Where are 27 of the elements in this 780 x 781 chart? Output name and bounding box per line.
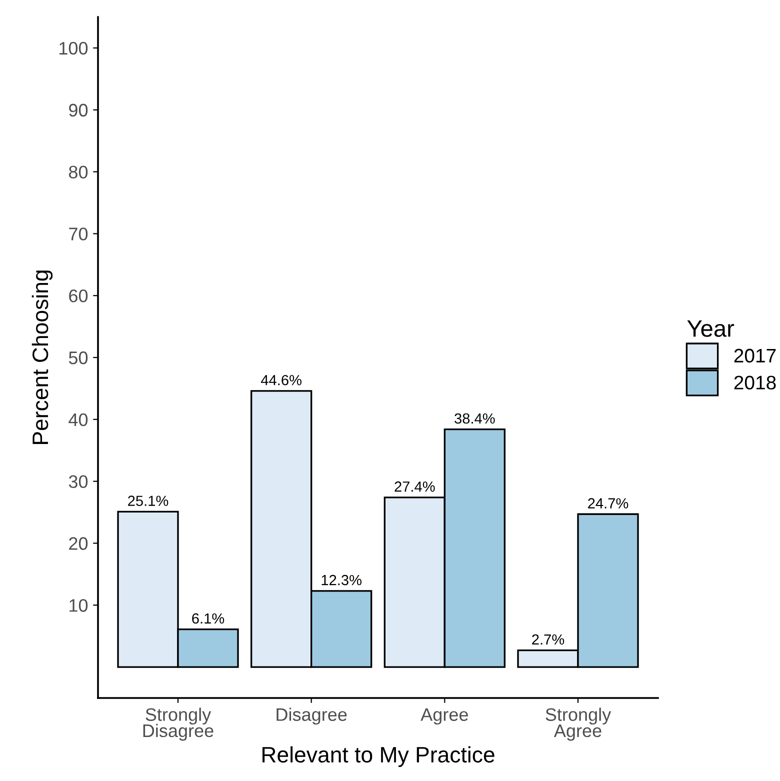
y-tick-label: 100 xyxy=(60,42,88,55)
x-tick-label: Strongly Disagree xyxy=(143,708,214,741)
y-tick-label: 30 xyxy=(68,475,88,488)
y-tick-label: 20 xyxy=(69,537,88,550)
y-tick-label: 90 xyxy=(69,104,88,117)
y-axis-title: Percent Choosing xyxy=(32,270,53,444)
y-tick-label: 50 xyxy=(68,351,88,364)
x-tick-label: Agree xyxy=(420,708,468,725)
data-label: 38.4% xyxy=(454,413,495,424)
y-tick-label: 60 xyxy=(69,290,88,302)
y-tick-label: 10 xyxy=(70,599,88,612)
y-tick-label: 40 xyxy=(68,413,88,426)
x-tick-label: Strongly Agree xyxy=(546,708,612,741)
data-label: 2.7% xyxy=(532,634,564,645)
data-label: 27.4% xyxy=(394,481,435,492)
x-axis-title: Relevant to My Practice xyxy=(262,746,494,767)
x-tick-label: Disagree xyxy=(276,708,347,725)
legend-title: Year xyxy=(687,320,734,337)
y-tick-label: 70 xyxy=(69,228,88,240)
data-label: 24.7% xyxy=(588,498,628,508)
data-label: 25.1% xyxy=(128,496,168,506)
data-label: 44.6% xyxy=(260,374,302,386)
data-label: 12.3% xyxy=(322,574,362,586)
data-label: 6.1% xyxy=(192,613,224,624)
y-tick-label: 80 xyxy=(68,166,88,178)
legend-label: 2018 xyxy=(734,376,776,390)
legend-label: 2017 xyxy=(734,348,776,363)
